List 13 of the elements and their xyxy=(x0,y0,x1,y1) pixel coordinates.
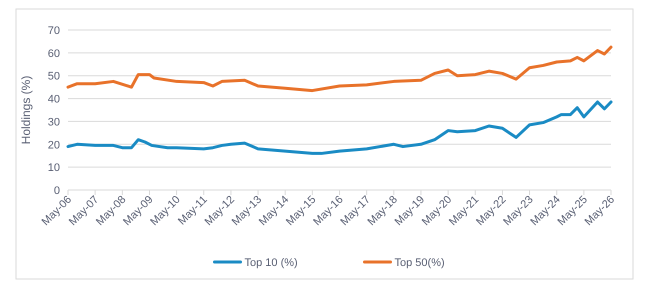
y-tick-label: 10 xyxy=(48,162,60,174)
line-series xyxy=(66,46,612,92)
y-tick-label: 40 xyxy=(48,94,60,106)
y-tick-label: 20 xyxy=(48,139,60,152)
legend-label: Top 50(%) xyxy=(394,257,445,269)
y-tick-label: 0 xyxy=(54,185,60,197)
y-tick-label: 70 xyxy=(48,25,60,37)
y-axis-title: Holdings (%) xyxy=(19,76,33,144)
legend-label: Top 10 (%) xyxy=(244,257,298,269)
line-series xyxy=(66,100,612,155)
y-tick-label: 60 xyxy=(48,48,60,60)
y-tick-label: 50 xyxy=(48,70,60,83)
y-tick-label: 30 xyxy=(48,116,60,128)
